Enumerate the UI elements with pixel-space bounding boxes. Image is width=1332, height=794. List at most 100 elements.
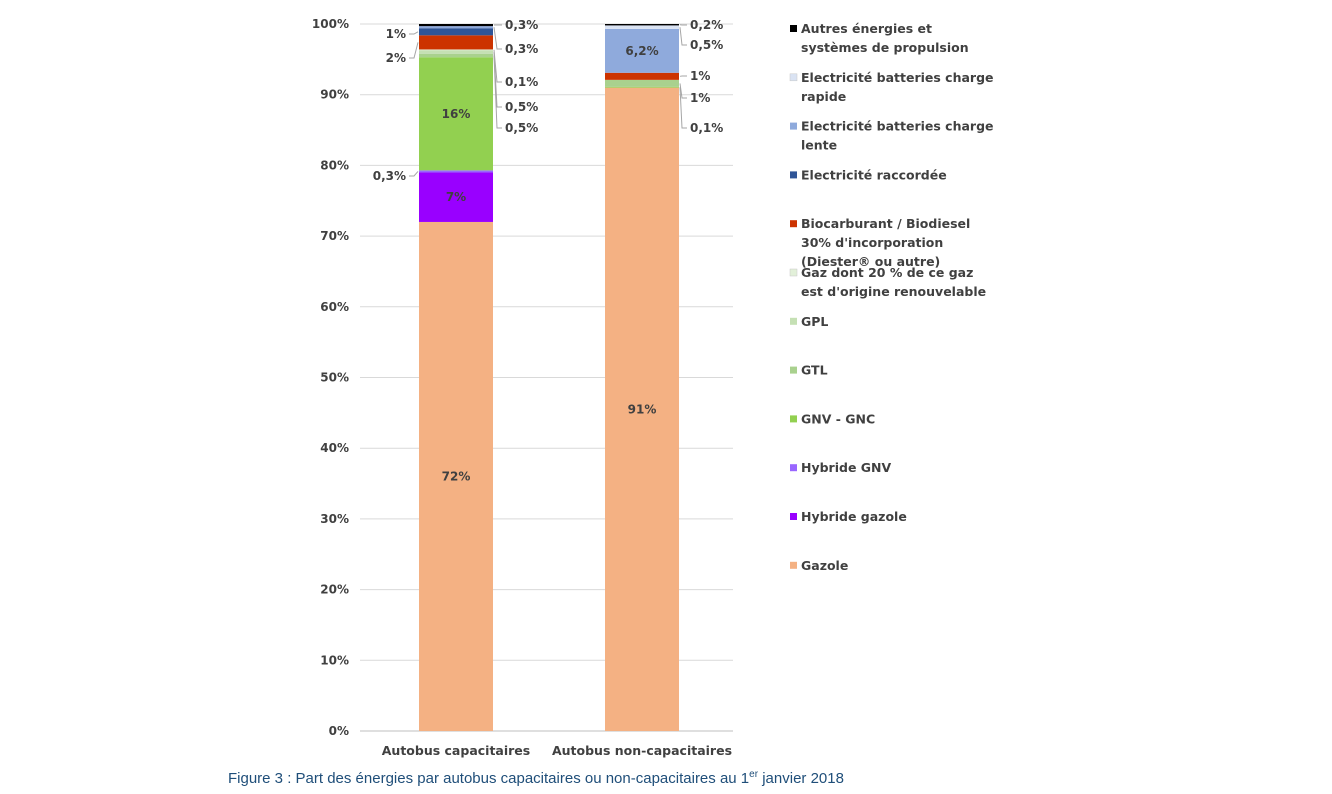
bar-segment: [605, 24, 679, 26]
legend-item: Electricité batteries charge rapide: [789, 70, 994, 104]
bar-segment: [605, 87, 679, 731]
bar-segment: [419, 49, 493, 51]
legend-swatch: [790, 25, 797, 32]
data-label: 1%: [690, 69, 710, 83]
leader-line: [409, 31, 419, 35]
bar-segment: [419, 53, 493, 58]
y-tick-label: 0%: [329, 724, 349, 738]
y-tick-label: 20%: [320, 583, 349, 597]
bar-segment: [419, 170, 493, 173]
legend-item: Biocarburant / Biodiesel 30% d'incorporat…: [790, 216, 970, 269]
legend-item: Autres énergies et systèmes de propulsion: [790, 21, 969, 55]
data-label: 2%: [386, 51, 406, 65]
data-label: 6,2%: [625, 44, 658, 58]
legend-swatch: [790, 561, 797, 569]
bar-segment: [419, 35, 493, 50]
data-label: 0,5%: [505, 121, 538, 135]
bar-segment: [419, 221, 493, 731]
data-label: 91%: [628, 402, 657, 416]
stacked-bars: [419, 24, 679, 731]
y-tick-label: 90%: [320, 88, 349, 102]
data-label: 72%: [442, 469, 471, 483]
data-label: 1%: [386, 27, 406, 41]
bar-segment: [419, 26, 493, 29]
legend-label: Biocarburant / Biodiesel: [801, 216, 970, 231]
legend-label: lente: [801, 138, 837, 153]
data-label: 0,5%: [505, 100, 538, 114]
caption-text: Figure 3 : Part des énergies par autobus…: [228, 770, 750, 787]
bar-segment: [419, 57, 493, 171]
data-label: 0,5%: [690, 38, 723, 52]
x-axis-category-labels: Autobus capacitaires Autobus non-capacita…: [382, 743, 732, 758]
x-category-label: Autobus non-capacitaires: [552, 743, 732, 758]
legend-item: Hybride GNV: [790, 460, 892, 475]
legend-label: Electricité batteries charge: [801, 70, 994, 85]
legend-label: Autres énergies et: [801, 21, 932, 36]
data-label: 0,1%: [690, 121, 723, 135]
leader-line: [493, 55, 502, 129]
legend-swatch: [790, 366, 797, 374]
legend-label: Hybride GNV: [801, 460, 892, 475]
data-label: 1%: [690, 91, 710, 105]
data-label: 16%: [442, 107, 471, 121]
legend-swatch: [790, 220, 797, 228]
y-tick-label: 50%: [320, 371, 349, 385]
leader-line: [493, 49, 502, 83]
legend-label: GNV - GNC: [801, 411, 875, 426]
legend-label: systèmes de propulsion: [801, 40, 969, 55]
legend-swatch: [790, 122, 797, 130]
data-label: 7%: [446, 190, 466, 204]
bar-segment: [419, 24, 493, 27]
caption-superscript: er: [749, 769, 759, 780]
legend-label: 30% d'incorporation: [801, 235, 943, 250]
legend-swatch: [790, 513, 797, 520]
figure-caption: Figure 3 : Part des énergies par autobus…: [228, 769, 844, 787]
legend-item: GNV - GNC: [790, 411, 875, 426]
y-tick-label: 40%: [320, 441, 349, 455]
legend-item: GTL: [790, 363, 828, 378]
data-labels: 72% 7% 16% 0,3% 2% 1% 0,3% 0,3% 0,1% 0,5% 0,5% 91% 6…: [373, 18, 724, 483]
legend-swatch: [790, 171, 797, 179]
leader-line: [409, 171, 419, 177]
legend-swatch: [789, 268, 798, 277]
legend-item: GPL: [790, 314, 828, 329]
leader-line: [679, 83, 687, 99]
legend-item: Hybride gazole: [790, 509, 907, 524]
bar-segment: [605, 86, 679, 88]
y-axis-tick-labels: 0% 10% 20% 30% 40% 50% 60% 70% 80% 90% 100%: [312, 17, 349, 738]
legend-swatch: [789, 73, 798, 82]
bar-segment: [605, 79, 679, 87]
legend-swatch: [790, 464, 797, 472]
y-tick-label: 60%: [320, 300, 349, 314]
data-label: 0,1%: [505, 75, 538, 89]
legend-label: Electricité batteries charge: [801, 119, 994, 134]
legend-label: Hybride gazole: [801, 509, 907, 524]
leader-line: [409, 42, 419, 59]
legend-label: GTL: [801, 363, 828, 378]
legend-label: (Diester® ou autre): [801, 254, 940, 269]
bar-segment: [605, 25, 679, 29]
legend-item: Electricité batteries charge lente: [790, 119, 994, 153]
data-label: 0,3%: [373, 169, 406, 183]
y-tick-label: 10%: [320, 653, 349, 667]
legend-item: Gazole: [790, 558, 848, 573]
leader-line: [679, 27, 687, 46]
bar-segment: [605, 72, 679, 80]
legend: Autres énergies et systèmes de propulsion…: [789, 21, 994, 573]
y-tick-label: 100%: [312, 17, 349, 31]
legend-label: est d'origine renouvelable: [801, 284, 986, 299]
y-tick-label: 70%: [320, 229, 349, 243]
legend-swatch: [790, 317, 797, 325]
bar-segment: [605, 28, 679, 73]
legend-label: Electricité raccordée: [801, 167, 947, 182]
leader-line: [493, 27, 502, 50]
leader-line: [679, 87, 687, 129]
caption-suffix: janvier 2018: [758, 770, 844, 787]
data-label: 0,2%: [690, 18, 723, 32]
data-label: 0,3%: [505, 42, 538, 56]
energy-share-chart: 0% 10% 20% 30% 40% 50% 60% 70% 80% 90% 100% 72% 7% 1…: [312, 17, 994, 758]
legend-item: Electricité raccordée: [790, 167, 947, 182]
legend-label: GPL: [801, 314, 828, 329]
y-tick-label: 80%: [320, 158, 349, 172]
y-tick-label: 30%: [320, 512, 349, 526]
